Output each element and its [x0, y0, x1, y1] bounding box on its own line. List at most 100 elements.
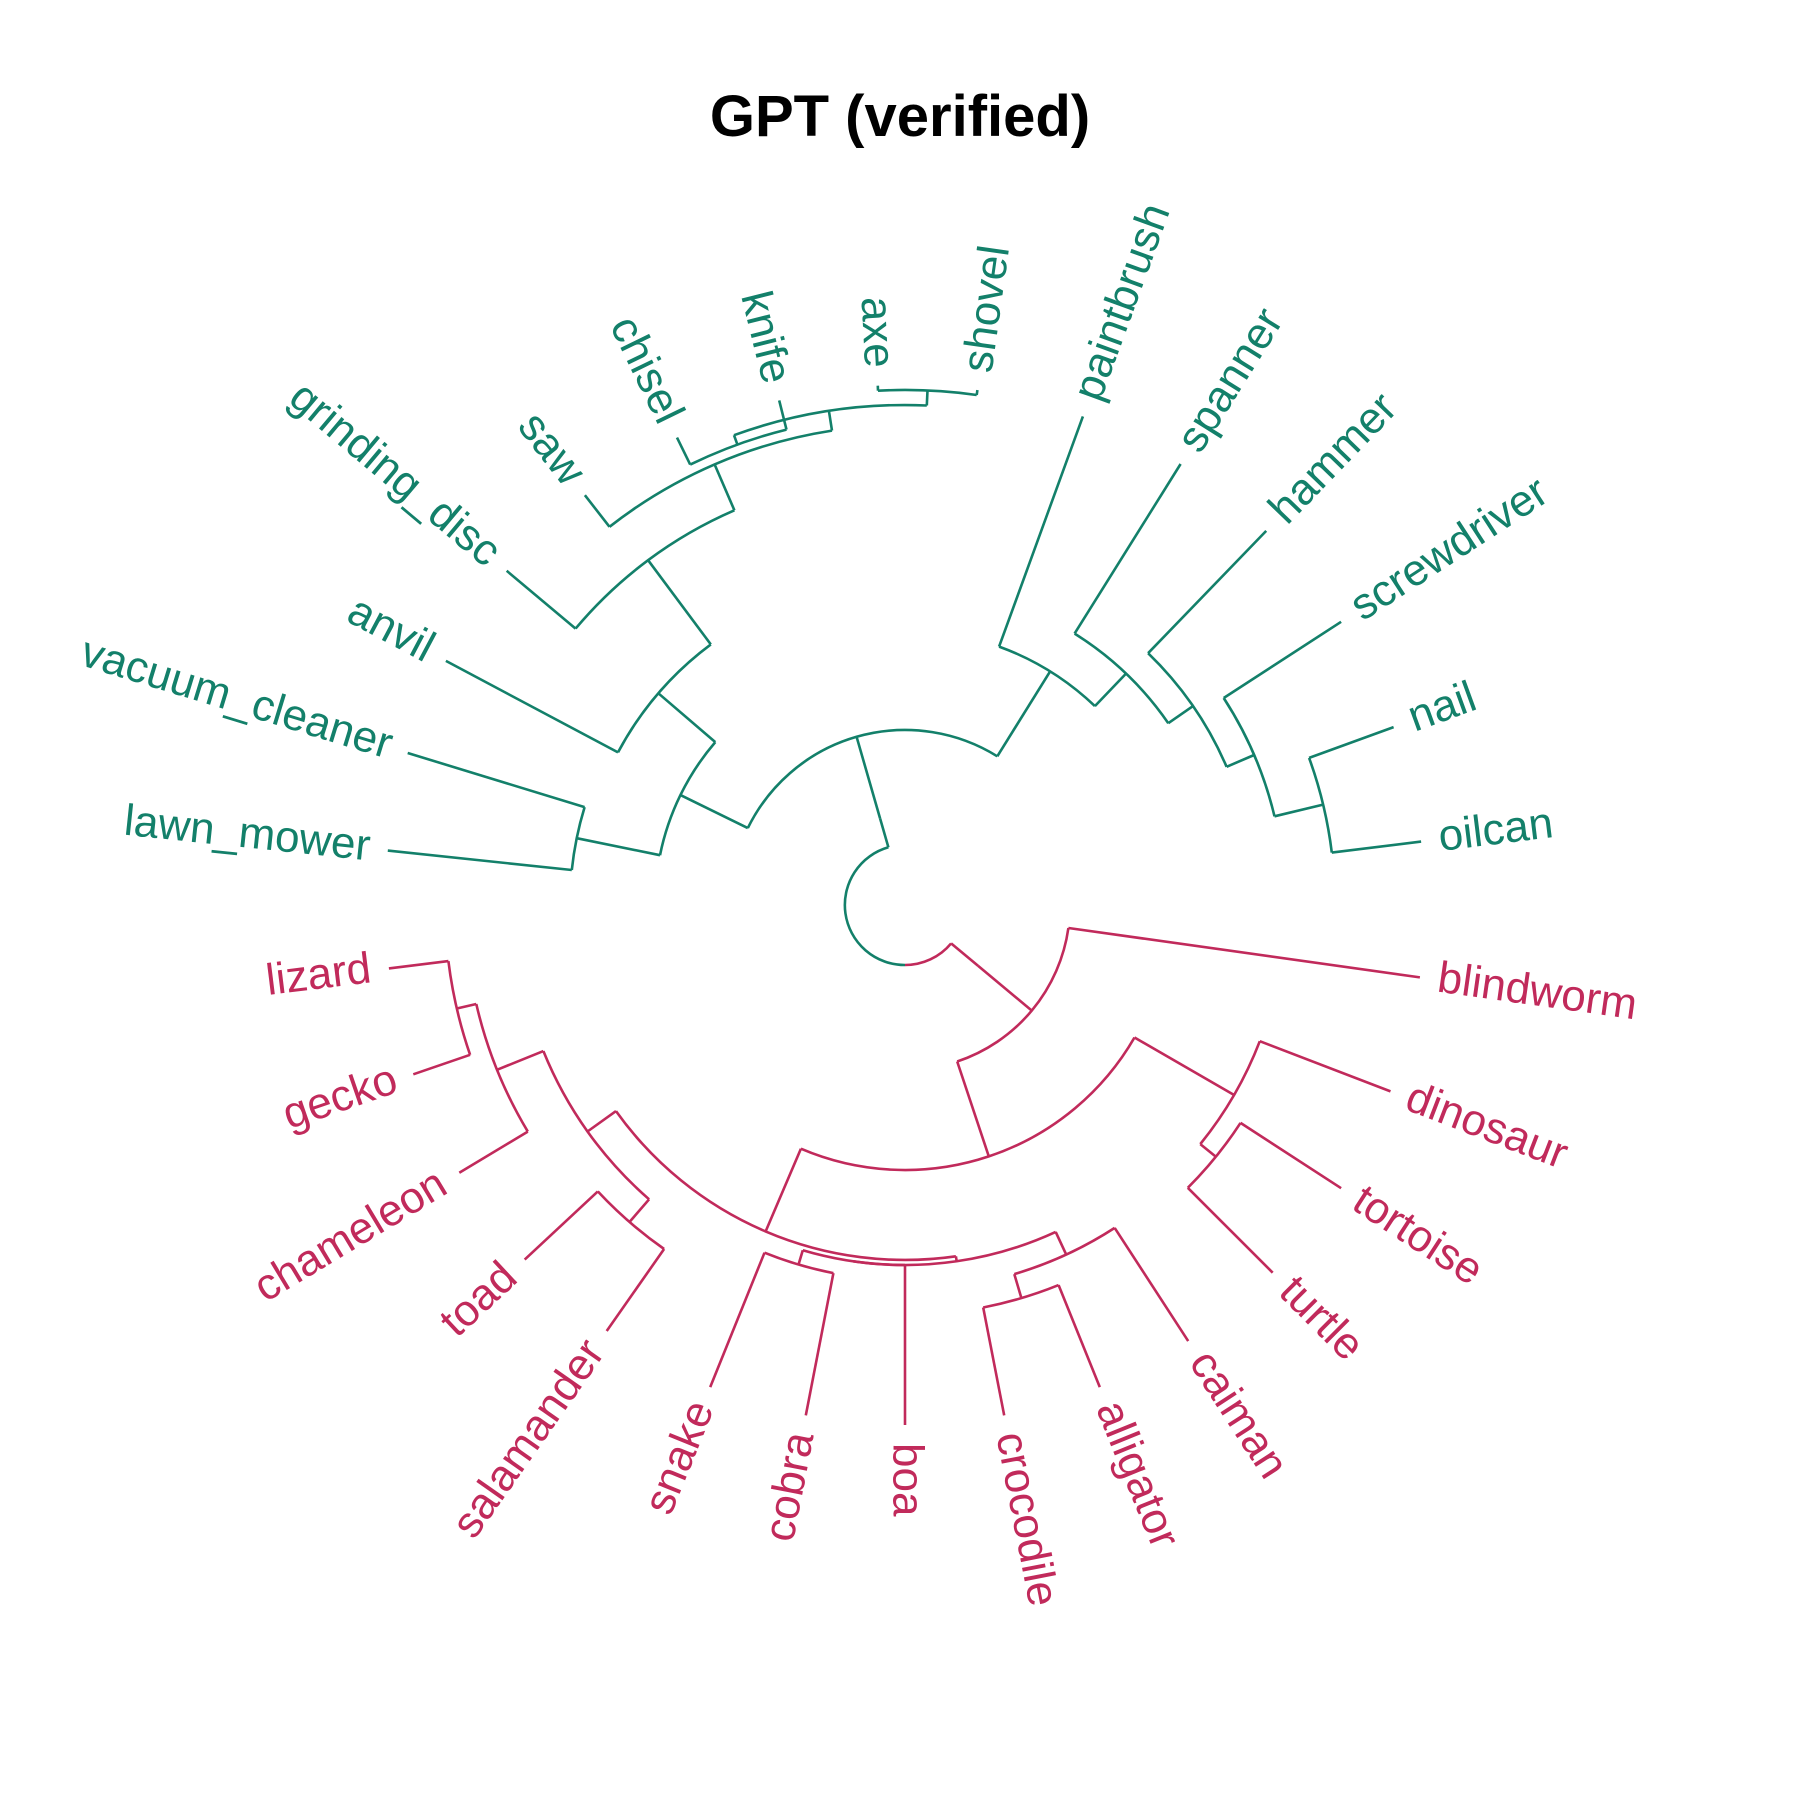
leaf-label-chameleon: chameleon — [245, 1159, 455, 1312]
leaf-label-vacuum_cleaner: vacuum_cleaner — [75, 627, 398, 768]
node-10-arc — [616, 643, 712, 754]
node-4-stem — [797, 1249, 805, 1265]
leaf-label-chisel: chisel — [600, 308, 693, 431]
node-8-stem — [954, 1256, 958, 1262]
branch-turtle — [1186, 1186, 1274, 1274]
leaf-label-crocodile: crocodile — [986, 1428, 1068, 1610]
leaf-label-lizard: lizard — [263, 943, 373, 1004]
branch-paintbrush — [997, 415, 1085, 648]
node-1-arc — [1222, 697, 1276, 817]
leaf-label-oilcan: oilcan — [1436, 798, 1556, 861]
node-10-stem — [657, 692, 717, 744]
leaf-label-hammer: hammer — [1259, 383, 1406, 533]
leaf-label-axe: axe — [851, 295, 904, 368]
branch-lizard — [388, 959, 449, 970]
leaf-label-nail: nail — [1401, 672, 1482, 741]
leaf-label-boa: boa — [883, 1443, 932, 1517]
root-arc-tools — [843, 846, 906, 967]
node-0-arc — [447, 960, 472, 1056]
branch-lawn_mower — [387, 849, 572, 872]
branch-gecko — [412, 1053, 471, 1076]
branch-oilcan — [1331, 840, 1422, 854]
node-4-stem — [996, 670, 1052, 757]
node-7-stem — [1054, 1231, 1068, 1256]
node-1-stem — [496, 1049, 544, 1072]
node-1-stem — [1226, 753, 1255, 768]
node-10-stem — [1199, 1143, 1217, 1158]
leaf-label-cobra: cobra — [754, 1427, 823, 1545]
branch-vacuum_cleaner — [407, 751, 585, 809]
branch-alligator — [1057, 1284, 1102, 1388]
branch-anvil — [445, 659, 619, 754]
node-11-stem — [576, 836, 661, 857]
branch-toad — [523, 1190, 599, 1261]
node-2-stem — [628, 1198, 651, 1223]
node-5-arc — [802, 1248, 906, 1267]
leaf-label-tortoise: tortoise — [1344, 1175, 1492, 1295]
branch-grinding_disc — [505, 569, 577, 630]
node-12-stem — [679, 793, 749, 830]
node-11-stem — [1133, 1036, 1235, 1097]
branch-shovel — [975, 389, 979, 396]
node-0-arc — [1307, 757, 1334, 853]
leaf-label-blindworm: blindworm — [1435, 953, 1640, 1029]
root-arc-animals — [904, 942, 953, 967]
chart-title: GPT (verified) — [709, 84, 1091, 149]
leaf-label-turtle: turtle — [1270, 1266, 1374, 1370]
leaf-label-knife: knife — [731, 286, 801, 388]
branch-blindworm — [1068, 926, 1421, 979]
branch-tortoise — [1239, 1121, 1342, 1190]
node-13-arc — [746, 728, 998, 829]
node-9-arc — [574, 509, 735, 630]
node-12-stem — [955, 1061, 991, 1157]
node-0-stem — [456, 1002, 477, 1010]
leaf-label-snake: snake — [634, 1394, 723, 1521]
node-6-stem — [1013, 1273, 1023, 1299]
node-3-stem — [586, 1110, 617, 1133]
branch-dinosaur — [1259, 1039, 1391, 1093]
branch-crocodile — [981, 1307, 1006, 1416]
leaf-label-grinding_disc: grinding_disc — [280, 372, 510, 576]
node-13-stem — [977, 964, 1033, 1012]
node-13-stem — [855, 736, 882, 819]
branch-salamander — [605, 1248, 666, 1332]
node-0-stem — [1274, 803, 1324, 818]
node-9-stem — [764, 1148, 803, 1233]
branch-knife — [777, 400, 788, 430]
node-3-stem — [1093, 672, 1127, 707]
leaf-label-alligator: alligator — [1086, 1394, 1189, 1555]
node-2-stem — [1167, 705, 1194, 725]
branch-saw — [583, 494, 611, 528]
branch-spanner — [1073, 463, 1182, 635]
leaf-label-screwdriver: screwdriver — [1341, 467, 1556, 631]
leaf-label-gecko: gecko — [276, 1054, 403, 1139]
leaf-label-toad: toad — [430, 1252, 526, 1346]
node-8-stem — [713, 463, 736, 511]
branch-chisel — [675, 437, 692, 466]
leaf-label-salamander: salamander — [442, 1330, 614, 1546]
node-14-stem — [950, 942, 979, 967]
leaf-label-shovel: shovel — [953, 242, 1019, 375]
branch-caiman — [1113, 1227, 1190, 1342]
branch-nail — [1308, 725, 1395, 760]
node-7-stem — [827, 410, 834, 431]
leaf-label-spanner: spanner — [1167, 299, 1293, 460]
node-12-arc — [658, 741, 717, 856]
branch-hammer — [1147, 529, 1268, 655]
branch-chameleon — [458, 1130, 529, 1174]
branch-snake — [708, 1252, 766, 1388]
branch-cobra — [804, 1272, 835, 1416]
branch-screwdriver — [1222, 620, 1342, 700]
leaf-label-dinosaur: dinosaur — [1400, 1072, 1575, 1178]
node-5-stem — [925, 390, 929, 406]
node-6-stem — [732, 434, 739, 446]
leaf-label-caiman: caiman — [1180, 1341, 1298, 1487]
leaf-label-saw: saw — [509, 403, 596, 495]
node-5-arc — [877, 388, 977, 397]
leaf-label-lawn_mower: lawn_mower — [122, 796, 373, 871]
leaf-label-paintbrush: paintbrush — [1063, 197, 1179, 407]
node-14-stem — [878, 818, 890, 848]
leaf-label-anvil: anvil — [340, 586, 443, 672]
node-9-stem — [647, 559, 712, 646]
